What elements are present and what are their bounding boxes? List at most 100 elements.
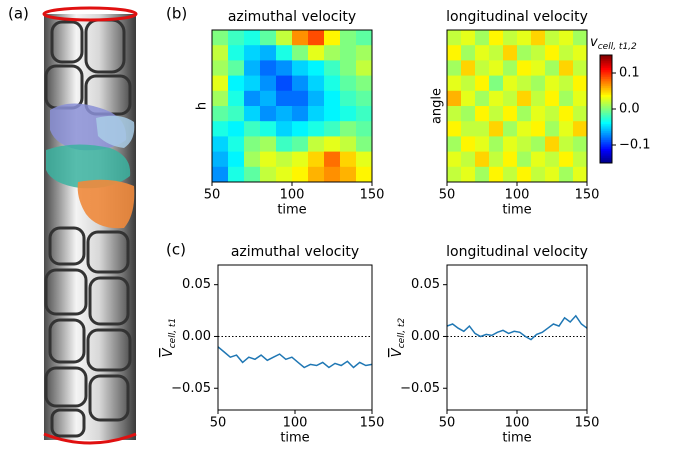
heatmap-cell (573, 121, 588, 137)
colorbar-step (600, 91, 612, 94)
data-line (446, 314, 588, 341)
heatmap-cell (308, 166, 325, 183)
x-tick-label: 100 (280, 188, 305, 203)
panel-label: (c) (166, 241, 186, 259)
heatmap-cell (212, 75, 229, 92)
heatmap-cell (531, 75, 546, 92)
heatmap-cell (324, 106, 341, 122)
colorbar-step (600, 139, 612, 142)
heatmap-cell (447, 45, 462, 61)
heatmap-cell (475, 30, 490, 46)
heatmap-cell (545, 90, 560, 107)
heatmap-cell (531, 60, 546, 77)
heatmap-cell (340, 60, 357, 77)
heatmap-cell (475, 166, 490, 183)
y-tick-label: −0.05 (171, 381, 211, 396)
y-axis-label: Vcell, t1 (161, 318, 178, 357)
heatmap-cell (260, 60, 277, 77)
colorbar-step (600, 76, 612, 79)
colorbar-step (600, 114, 612, 117)
colorbar-step (600, 154, 612, 157)
heatmap-cell (356, 45, 373, 61)
colorbar-step (600, 62, 612, 65)
heatmap-cell (212, 166, 229, 183)
colorbar-step (600, 146, 612, 150)
heatmap-cell (340, 106, 357, 122)
colorbar-step (600, 123, 612, 126)
y-axis-label: angle (430, 88, 445, 124)
heatmap-cell (244, 60, 261, 77)
heatmap-cell (559, 151, 574, 168)
heatmap-cell (447, 106, 462, 122)
heatmap-cell (531, 151, 546, 168)
heatmap-cell (489, 75, 504, 92)
heatmap-cell (503, 166, 518, 183)
heatmap-cell (228, 60, 245, 77)
colorbar-step (600, 109, 612, 112)
y-tick-label: 0.00 (182, 329, 211, 344)
colorbar-step (600, 56, 612, 60)
colorbar-step (600, 87, 612, 90)
heatmap-cell (461, 30, 476, 46)
heatmap-cell (276, 121, 293, 137)
heatmap-cell (545, 136, 560, 153)
heatmap-cell (503, 121, 518, 137)
heatmap-cell (447, 151, 462, 168)
chart-title: azimuthal velocity (228, 9, 356, 25)
heatmap-cell (260, 166, 277, 183)
heatmap-cell (503, 151, 518, 168)
heatmap-cell (545, 60, 560, 77)
heatmap-cell (292, 75, 309, 92)
heatmap-cell (308, 121, 325, 137)
colorbar-label-sub: cell, t1,2 (598, 42, 637, 52)
heatmap-cell (447, 60, 462, 77)
x-tick-label: 150 (575, 416, 600, 431)
heatmap-cell (340, 30, 357, 46)
heatmap-cell (559, 121, 574, 137)
heatmap-cell (228, 151, 245, 168)
heatmap-cell (489, 151, 504, 168)
x-tick-label: 50 (204, 188, 221, 203)
heatmap-cell (260, 106, 277, 122)
heatmap-cell (461, 166, 476, 183)
y-tick-label: 0.05 (411, 277, 440, 292)
heatmap-cell (324, 60, 341, 77)
colorbar-step (600, 132, 612, 135)
y-axis-label-sub: cell, t1 (168, 318, 178, 348)
x-axis-label: time (502, 203, 531, 218)
heatmap-cell (212, 121, 229, 137)
heatmap-cell (356, 60, 373, 77)
heatmap-cell (276, 30, 293, 46)
heatmap-cell (517, 60, 532, 77)
heatmap-cell (517, 90, 532, 107)
heatmap-cell (292, 121, 309, 137)
heatmap-cell (324, 90, 341, 107)
colorbar-step (600, 130, 612, 133)
heatmap-cell (276, 45, 293, 61)
heatmap-cell (531, 30, 546, 46)
colorbar-step (600, 125, 612, 128)
colorbar-tick-label: 0.1 (619, 66, 640, 81)
heatmap-cell (559, 166, 574, 183)
heatmap-cell (447, 136, 462, 153)
heatmap-cell (461, 121, 476, 137)
colorbar-tick-label: 0.0 (619, 102, 640, 117)
heatmap-cell (559, 106, 574, 122)
colorbar-step (600, 110, 612, 114)
heatmap-cell (489, 166, 504, 183)
colorbar-label: vcell, t1,2 (590, 35, 637, 52)
heatmap-cell (308, 90, 325, 107)
colorbar-step (600, 107, 612, 110)
heatmap-cell (260, 45, 277, 61)
colorbar-step (600, 55, 612, 58)
heatmap-cell (503, 90, 518, 107)
heatmap-cell (573, 45, 588, 61)
heatmap-cell (276, 90, 293, 107)
colorbar-step (600, 92, 612, 96)
heatmap-cell (292, 45, 309, 61)
colorbar-step (600, 105, 612, 108)
x-tick-label: 50 (439, 188, 456, 203)
colorbar-step (600, 116, 612, 119)
colorbar-step (600, 128, 612, 132)
colorbar-step (600, 152, 612, 155)
